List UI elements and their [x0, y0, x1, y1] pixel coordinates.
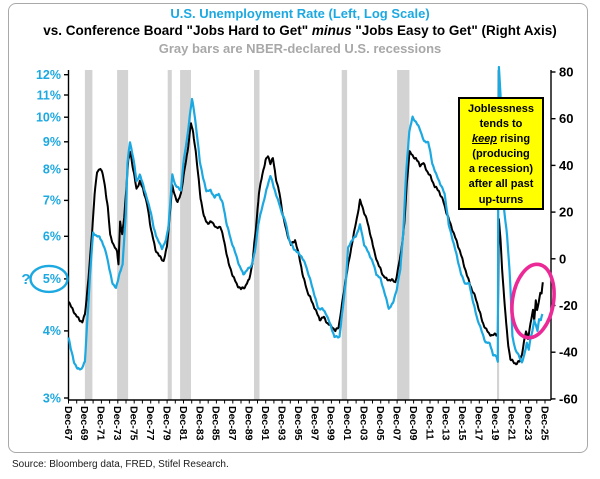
- callout-line: tends to: [479, 118, 523, 131]
- callout-line: Joblessness: [467, 103, 535, 115]
- right-axis-tick-label: 80: [559, 65, 573, 80]
- callout-keyword: keep: [471, 133, 498, 146]
- x-axis-tick-label: Dec-05: [374, 406, 386, 441]
- x-axis-tick-label: Dec-69: [78, 406, 90, 441]
- x-axis-tick-label: Dec-75: [128, 406, 140, 441]
- x-axis-tick-label: Dec-73: [111, 406, 123, 441]
- x-axis-tick-label: Dec-95: [292, 406, 304, 441]
- x-axis-tick-label: Dec-17: [473, 406, 485, 441]
- differential-line: [67, 122, 544, 366]
- left-axis-labels: 12% 11% 10% 9% 8% 7% 6% 5% 4% 3%: [36, 68, 61, 405]
- right-axis-tick-label: 40: [559, 158, 573, 173]
- title2-suffix: "Jobs Easy to Get" (Right Axis): [351, 23, 557, 38]
- x-axis-tick-label: Dec-99: [325, 406, 337, 441]
- axes: [64, 70, 556, 404]
- figure-border: [8, 3, 588, 453]
- left-axis-tick-label: 3%: [43, 391, 61, 405]
- x-axis-tick-label: Dec-07: [390, 406, 402, 441]
- x-axis-tick-label: Dec-11: [423, 406, 435, 440]
- x-axis-tick-label: Dec-21: [506, 406, 518, 441]
- left-axis-tick-label: 11%: [37, 88, 61, 102]
- right-axis-tick-label: -20: [559, 298, 578, 313]
- x-axis-tick-label: Dec-91: [259, 406, 271, 441]
- x-axis-tick-label: Dec-19: [489, 406, 501, 441]
- callout-line3-rest: rising: [497, 133, 531, 146]
- recession-bar: [180, 70, 191, 400]
- x-axis-tick-label: Dec-03: [358, 406, 370, 441]
- joblessness-callout: Joblessness tends to keep rising (produc…: [458, 97, 544, 210]
- x-axis-tick-label: Dec-79: [160, 406, 172, 441]
- x-axis-tick-label: Dec-71: [95, 406, 107, 441]
- right-axis-labels: 80 60 40 20 0 -20 -40 -60: [559, 65, 578, 407]
- right-axis-tick-label: -60: [559, 391, 578, 406]
- chart-title-secondary: vs. Conference Board "Jobs Hard to Get" …: [0, 23, 600, 38]
- left-axis-tick-label: 8%: [43, 163, 61, 177]
- left-axis-tick-label: 10%: [36, 111, 61, 125]
- callout-line: keep rising: [460, 132, 542, 147]
- callout-line: (producing: [472, 148, 530, 161]
- x-axis-tick-label: Dec-67: [62, 406, 74, 441]
- x-axis-tick-label: Dec-97: [308, 406, 320, 441]
- x-axis-tick-label: Dec-15: [456, 406, 468, 441]
- title2-minus-word: minus: [311, 23, 352, 38]
- x-axis-tick-label: Dec-81: [177, 406, 189, 441]
- x-axis-tick-label: Dec-77: [144, 406, 156, 441]
- right-axis-tick-label: 20: [559, 205, 573, 220]
- right-axis-tick-label: -40: [559, 345, 578, 360]
- unemployment-line: [67, 65, 544, 371]
- left-axis-tick-label: 5%: [43, 272, 61, 286]
- x-axis-tick-label: Dec-83: [193, 406, 205, 441]
- x-axis-tick-label: Dec-85: [210, 406, 222, 441]
- x-axis-tick-label: Dec-87: [226, 406, 238, 441]
- x-axis-tick-label: Dec-89: [243, 406, 255, 441]
- circled-five-percent: [29, 264, 69, 294]
- left-axis-tick-label: 12%: [36, 68, 61, 82]
- x-axis-labels: Dec-67 Dec-69 Dec-71 Dec-73 Dec-75 Dec-77 Dec-…: [62, 406, 551, 441]
- chart-subtitle-recessions: Gray bars are NBER-declared U.S. recessi…: [158, 41, 442, 56]
- x-axis-tick-label: Dec-01: [341, 406, 353, 441]
- x-axis-tick-label: Dec-13: [440, 406, 452, 441]
- callout-line: a recession): [468, 163, 534, 176]
- question-mark: ?: [21, 271, 30, 288]
- source-note: Source: Bloomberg data, FRED, Stifel Res…: [12, 459, 229, 470]
- recession-bars: [84, 70, 500, 400]
- x-axis-tick-label: Dec-93: [275, 406, 287, 441]
- recession-bar: [84, 70, 93, 400]
- left-axis-tick-label: 4%: [43, 324, 61, 338]
- right-axis-tick-label: 0: [559, 251, 566, 266]
- x-axis-tick-label: Dec-25: [538, 406, 550, 441]
- question-mark-annotation: ?: [21, 264, 69, 294]
- x-axis-tick-label: Dec-23: [522, 406, 534, 441]
- recession-bar: [341, 70, 348, 400]
- left-axis-tick-label: 9%: [43, 135, 61, 149]
- left-axis-tick-label: 7%: [43, 194, 61, 208]
- recent-upturn-highlight-ellipse: [510, 262, 556, 340]
- title2-prefix: vs. Conference Board "Jobs Hard to Get": [43, 23, 312, 38]
- recession-bar: [167, 70, 172, 400]
- callout-line: up-turns: [478, 193, 524, 206]
- right-axis-tick-label: 60: [559, 111, 573, 126]
- left-axis-tick-label: 6%: [43, 230, 61, 244]
- x-axis-tick-label: Dec-09: [407, 406, 419, 441]
- callout-line: after all past: [468, 178, 534, 191]
- chart-title-primary: U.S. Unemployment Rate (Left, Log Scale): [170, 6, 430, 21]
